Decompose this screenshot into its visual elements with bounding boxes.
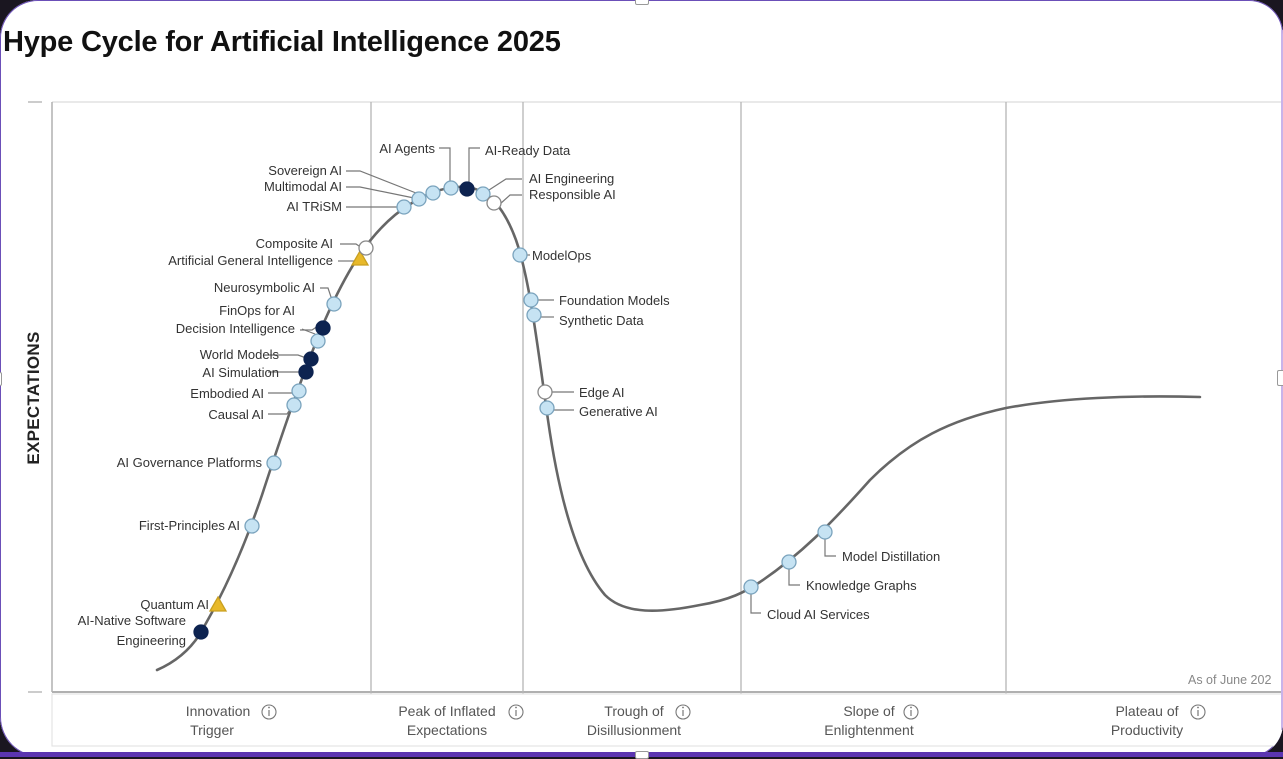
label-multimodal-ai: Multimodal AI — [264, 179, 342, 194]
label-ai-simulation: AI Simulation — [202, 365, 279, 380]
marker-sovereign-ai[interactable] — [425, 185, 441, 201]
label-ai-native-1: AI-Native Software — [78, 613, 186, 628]
info-icon[interactable] — [508, 704, 524, 720]
phase-peak-of-inflated-expectations: Peak of Inflated Expectations — [398, 703, 524, 738]
label-ai-engineering: AI Engineering — [529, 171, 614, 186]
marker-decision-intelligence[interactable] — [310, 333, 326, 349]
label-neurosymbolic-ai: Neurosymbolic AI — [214, 280, 315, 295]
marker-generative-ai[interactable] — [539, 400, 555, 416]
as-of-date: As of June 202 — [1188, 673, 1271, 687]
label-ai-native-2: Engineering — [117, 633, 186, 648]
phase-innovation-line1: Innovation — [186, 703, 251, 719]
info-icon[interactable] — [1190, 704, 1206, 720]
phase-trough-of-disillusionment: Trough of Disillusionment — [587, 703, 691, 738]
marker-edge-ai[interactable] — [537, 384, 553, 400]
phase-plateau-of-productivity: Plateau of Productivity — [1111, 703, 1206, 738]
label-world-models: World Models — [200, 347, 280, 362]
phase-innovation-line2: Trigger — [190, 722, 234, 738]
marker-responsible-ai[interactable] — [486, 195, 502, 211]
phase-slope-line2: Enlightenment — [824, 722, 914, 738]
resize-handle-right[interactable] — [1277, 370, 1283, 386]
marker-first-principles-ai[interactable] — [244, 518, 260, 534]
phase-peak-line1: Peak of Inflated — [398, 703, 495, 719]
label-ai-trism: AI TRiSM — [287, 199, 342, 214]
info-icon[interactable] — [903, 704, 919, 720]
label-artificial-general-intelligence: Artificial General Intelligence — [168, 253, 333, 268]
label-cloud-ai-services: Cloud AI Services — [767, 607, 870, 622]
marker-knowledge-graphs[interactable] — [781, 554, 797, 570]
label-foundation-models: Foundation Models — [559, 293, 670, 308]
label-sovereign-ai: Sovereign AI — [268, 163, 342, 178]
label-embodied-ai: Embodied AI — [190, 386, 264, 401]
info-icon[interactable] — [261, 704, 277, 720]
chart-title: Hype Cycle for Artificial Intelligence 2… — [3, 26, 561, 58]
phase-trough-line1: Trough of — [604, 703, 664, 719]
resize-handle-bottom[interactable] — [635, 751, 649, 759]
marker-finops-for-ai[interactable] — [315, 320, 331, 336]
info-icon[interactable] — [675, 704, 691, 720]
marker-ai-native-software-engineering[interactable] — [193, 624, 209, 640]
marker-ai-engineering[interactable] — [475, 186, 491, 202]
phase-plateau-line2: Productivity — [1111, 722, 1183, 738]
label-ai-agents: AI Agents — [379, 141, 435, 156]
marker-composite-ai[interactable] — [358, 240, 374, 256]
phase-peak-line2: Expectations — [407, 722, 487, 738]
label-generative-ai: Generative AI — [579, 404, 658, 419]
marker-ai-ready-data[interactable] — [459, 181, 475, 197]
marker-embodied-ai[interactable] — [291, 383, 307, 399]
marker-ai-governance-platforms[interactable] — [266, 455, 282, 471]
label-causal-ai: Causal AI — [208, 407, 264, 422]
label-responsible-ai: Responsible AI — [529, 187, 616, 202]
marker-ai-trism[interactable] — [396, 199, 412, 215]
label-finops-for-ai: FinOps for AI — [219, 303, 295, 318]
marker-neurosymbolic-ai[interactable] — [326, 296, 342, 312]
phase-slope-line1: Slope of — [843, 703, 894, 719]
marker-ai-agents[interactable] — [443, 180, 459, 196]
marker-quantum-ai[interactable] — [208, 595, 228, 612]
marker-synthetic-data[interactable] — [526, 307, 542, 323]
marker-cloud-ai-services[interactable] — [743, 579, 759, 595]
markers — [193, 180, 833, 640]
label-synthetic-data: Synthetic Data — [559, 313, 644, 328]
marker-artificial-general-intelligence[interactable] — [350, 249, 370, 266]
resize-handle-left[interactable] — [0, 372, 2, 386]
marker-foundation-models[interactable] — [523, 292, 539, 308]
marker-multimodal-ai[interactable] — [411, 191, 427, 207]
label-first-principles-ai: First-Principles AI — [139, 518, 240, 533]
point-labels: AI-Native Software Engineering Quantum A… — [78, 141, 941, 648]
marker-world-models[interactable] — [303, 351, 319, 367]
phase-dividers — [370, 102, 1007, 698]
label-ai-ready-data: AI-Ready Data — [485, 143, 571, 158]
label-quantum-ai: Quantum AI — [140, 597, 209, 612]
leader-lines — [268, 147, 836, 614]
label-knowledge-graphs: Knowledge Graphs — [806, 578, 917, 593]
phase-trough-line2: Disillusionment — [587, 722, 681, 738]
marker-causal-ai[interactable] — [286, 397, 302, 413]
marker-ai-simulation[interactable] — [298, 364, 314, 380]
phase-band — [51, 693, 1283, 747]
phase-slope-of-enlightenment: Slope of Enlightenment — [824, 703, 919, 738]
hype-curve — [155, 185, 1202, 672]
label-modelops: ModelOps — [532, 248, 592, 263]
resize-handle-top[interactable] — [635, 0, 649, 5]
phase-innovation-trigger: Innovation Trigger — [186, 703, 277, 738]
label-edge-ai: Edge AI — [579, 385, 625, 400]
phase-labels: Innovation Trigger Peak of Inflated Expe… — [186, 703, 1206, 738]
marker-model-distillation[interactable] — [817, 524, 833, 540]
label-decision-intelligence: Decision Intelligence — [176, 321, 295, 336]
label-model-distillation: Model Distillation — [842, 549, 940, 564]
label-ai-governance-platforms: AI Governance Platforms — [117, 455, 263, 470]
phase-plateau-line1: Plateau of — [1115, 703, 1178, 719]
label-composite-ai: Composite AI — [256, 236, 333, 251]
marker-modelops[interactable] — [512, 247, 528, 263]
